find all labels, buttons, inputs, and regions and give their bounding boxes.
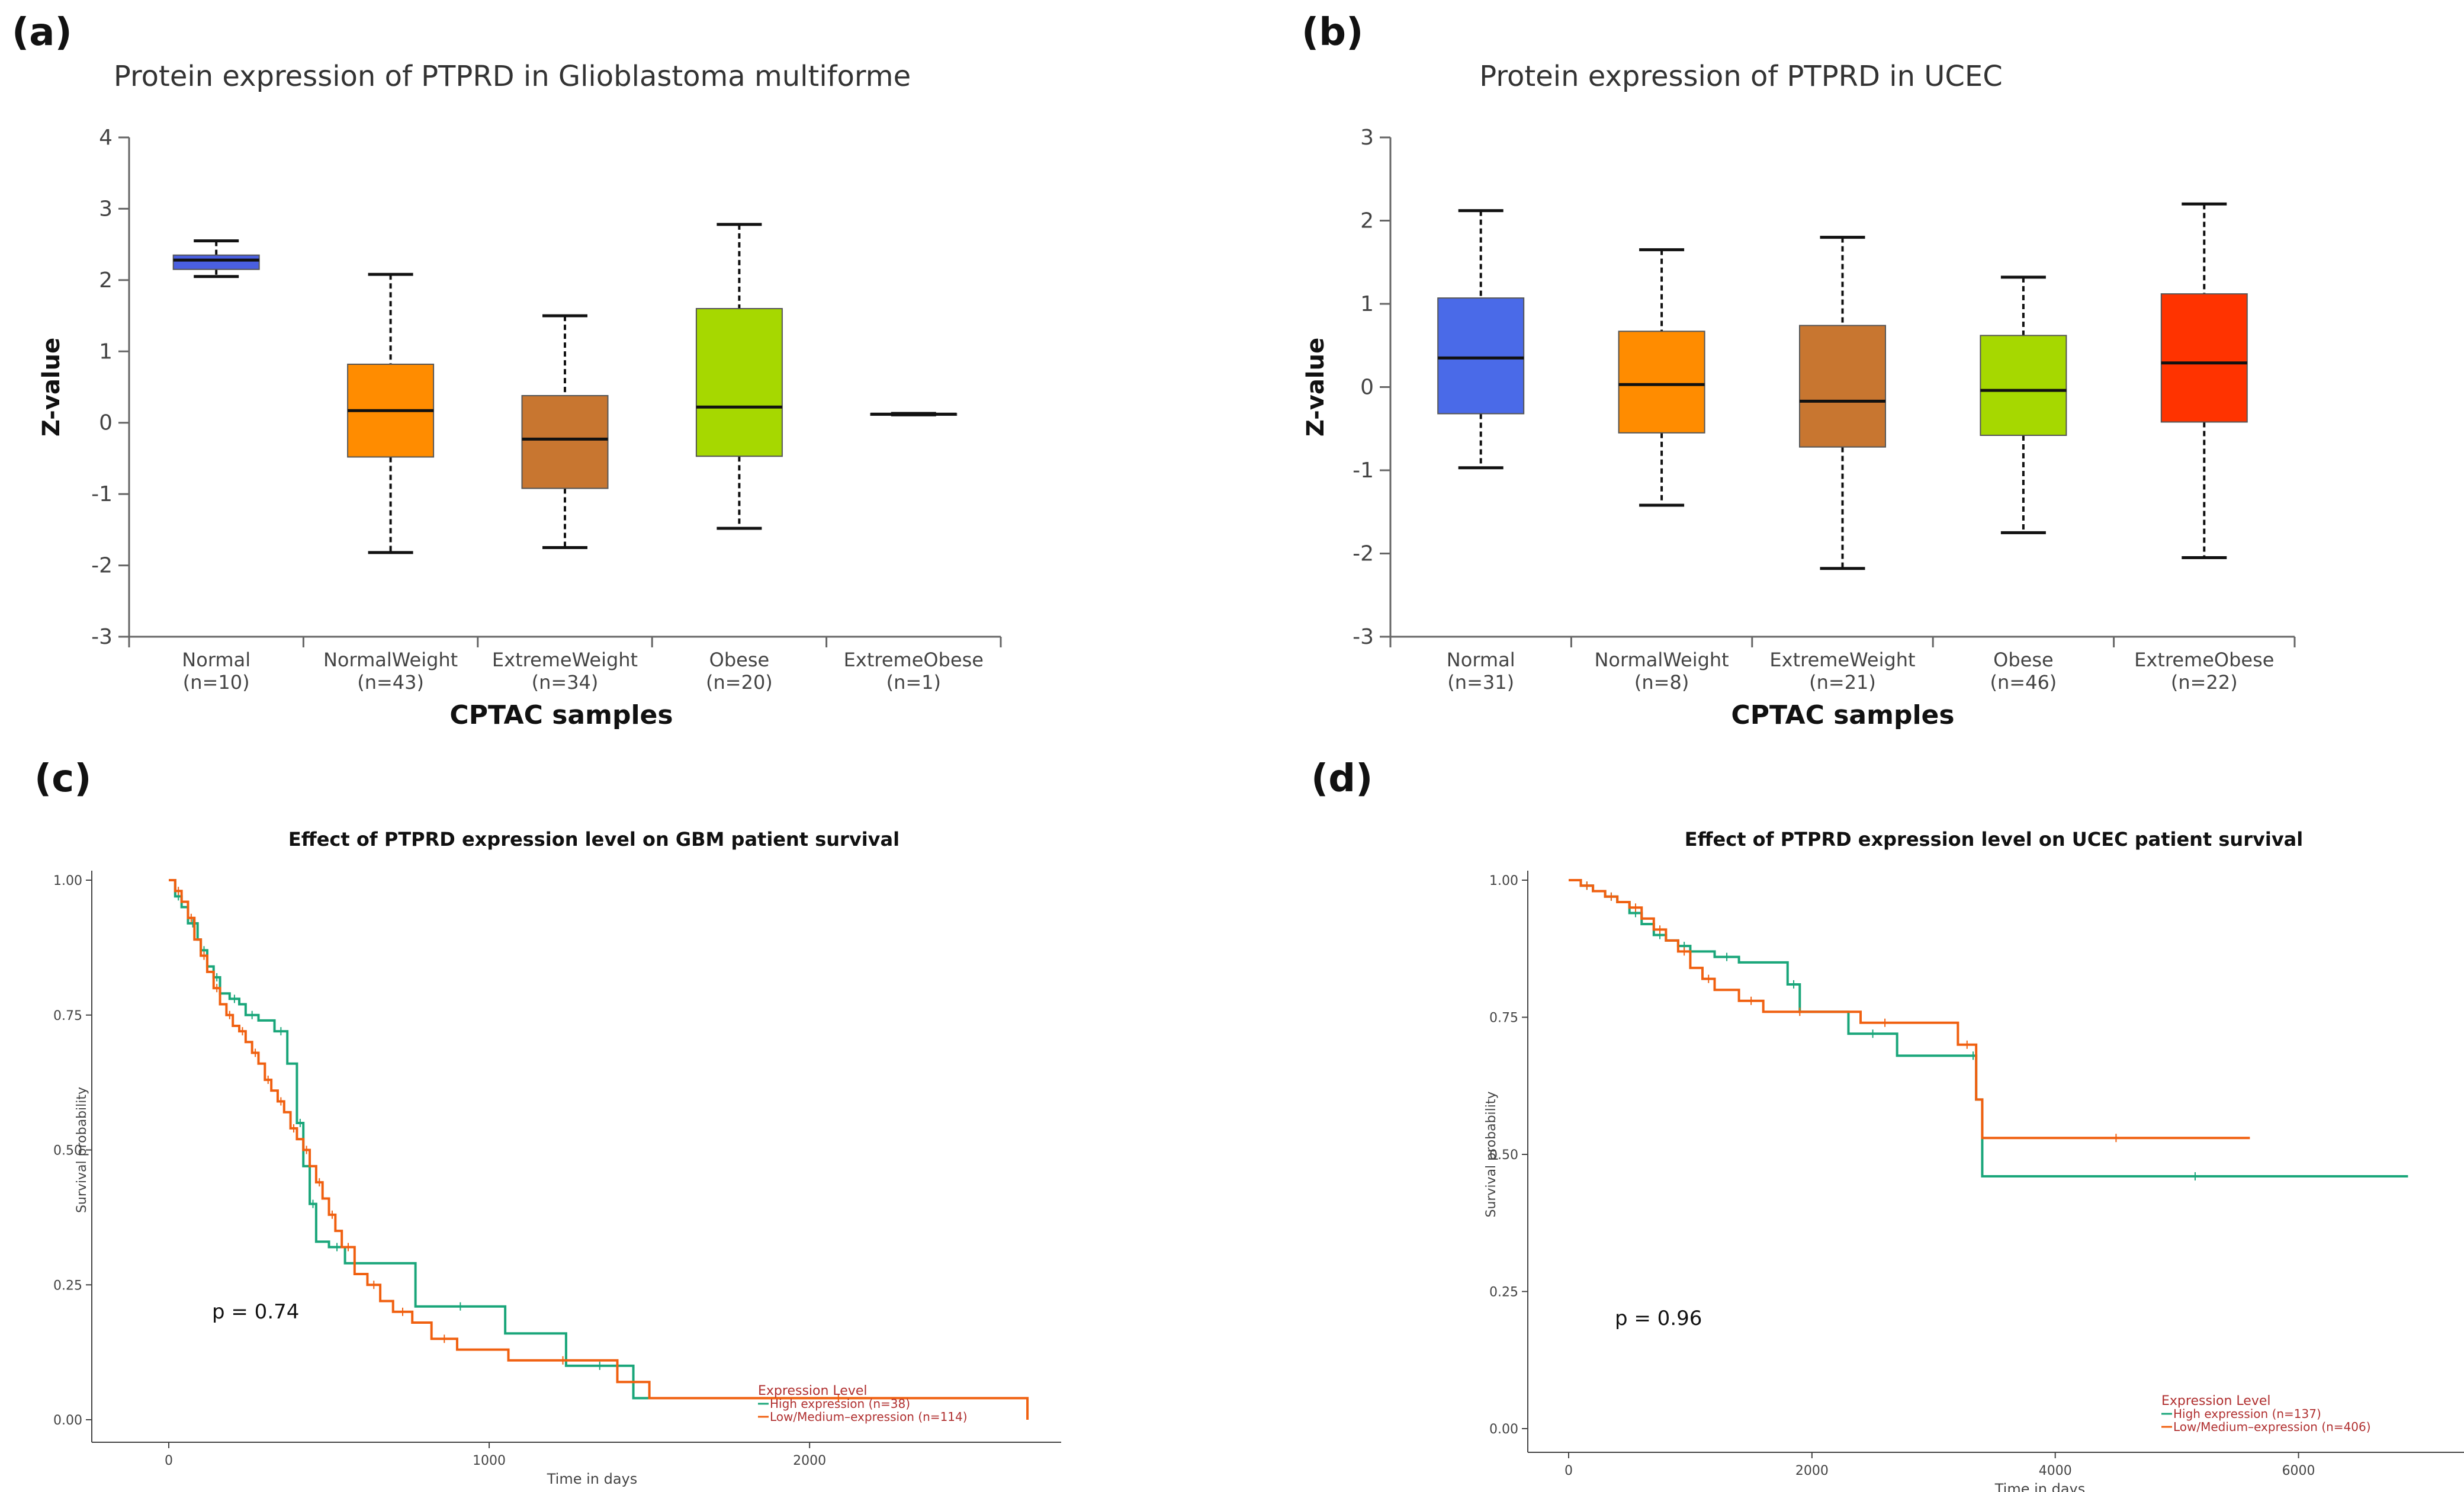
y-tick-label: -2 xyxy=(1353,542,1374,566)
legend-item: Low/Medium–expression (n=406) xyxy=(2173,1420,2371,1434)
x-count-label: (n=46) xyxy=(1990,671,2057,694)
p-value: p = 0.96 xyxy=(1615,1307,1702,1330)
y-tick-label: 0.25 xyxy=(53,1278,82,1293)
x-count-label: (n=31) xyxy=(1447,671,1514,694)
legend-item: High expression (n=137) xyxy=(2173,1407,2321,1421)
panel-c: (c) Effect of PTPRD expression level on … xyxy=(0,746,1232,1492)
panel-a: (a) Protein expression of PTPRD in Gliob… xyxy=(0,0,1232,746)
box-normal xyxy=(172,254,260,270)
y-tick-label: -1 xyxy=(91,482,113,506)
x-axis-label: Time in days xyxy=(1994,1481,2086,1492)
y-tick-label: 0.00 xyxy=(1489,1422,1518,1437)
x-count-label: (n=20) xyxy=(706,671,773,694)
box-normal xyxy=(1437,297,1525,415)
box-normalweight xyxy=(1618,331,1705,434)
y-tick-label: 1 xyxy=(99,339,113,364)
x-axis-label: Time in days xyxy=(547,1471,638,1487)
x-category-label: ExtremeWeight xyxy=(492,649,638,671)
km-gbm: Effect of PTPRD expression level on GBM … xyxy=(53,828,1061,1487)
box-extremeweight xyxy=(521,394,609,489)
x-tick-label: 2000 xyxy=(793,1454,826,1468)
panel-label-c: (c) xyxy=(34,757,92,801)
x-category-label: Obese xyxy=(1993,649,2054,671)
box-obese xyxy=(695,308,783,457)
x-tick-label: 0 xyxy=(1565,1464,1573,1478)
chart-title: Effect of PTPRD expression level on GBM … xyxy=(288,828,899,851)
survival-curve-low xyxy=(169,879,1029,1420)
p-value: p = 0.74 xyxy=(212,1300,299,1324)
boxplot-ucec: Protein expression of PTPRD in UCEC 3 2 1 0 -… xyxy=(1302,60,2296,730)
y-tick-label: 0.75 xyxy=(53,1009,82,1023)
x-count-label: (n=22) xyxy=(2171,671,2238,694)
x-tick-label: 2000 xyxy=(1795,1464,1829,1478)
y-tick-label: 1.00 xyxy=(53,874,82,888)
y-tick-label: 3 xyxy=(99,197,113,221)
panel-label-d: (d) xyxy=(1311,757,1373,801)
y-tick-label: 0 xyxy=(99,411,113,435)
y-tick-label: 0.50 xyxy=(1489,1148,1518,1163)
x-count-label: (n=8) xyxy=(1634,671,1689,694)
y-tick-label: 0.00 xyxy=(53,1413,82,1428)
y-tick-label: -3 xyxy=(1353,625,1374,649)
legend-item: Low/Medium–expression (n=114) xyxy=(770,1410,968,1424)
survival-curve-low xyxy=(1569,879,2250,1140)
x-category-label: NormalWeight xyxy=(323,649,458,671)
x-category-label: ExtremeWeight xyxy=(1769,649,1915,671)
legend-item: High expression (n=38) xyxy=(770,1397,910,1411)
chart-title: Protein expression of PTPRD in UCEC xyxy=(1479,60,2003,93)
x-count-label: (n=10) xyxy=(183,671,250,694)
panel-label-a: (a) xyxy=(12,11,72,54)
panel-b: (b) Protein expression of PTPRD in UCEC 3… xyxy=(1232,0,2464,746)
y-tick-label: 2 xyxy=(99,268,113,293)
x-category-label: NormalWeight xyxy=(1594,649,1729,671)
box-extremeweight xyxy=(1799,325,1886,448)
y-tick-label: 4 xyxy=(99,126,113,150)
x-category-label: ExtremeObese xyxy=(844,649,984,671)
legend-title: Expression Level xyxy=(758,1384,868,1398)
x-tick-label: 0 xyxy=(165,1454,173,1468)
y-tick-label: 0 xyxy=(1360,376,1374,400)
x-category-label: ExtremeObese xyxy=(2134,649,2274,671)
x-axis-label: CPTAC samples xyxy=(1731,700,1954,730)
x-category-label: Normal xyxy=(1447,649,1515,671)
box-obese xyxy=(1980,335,2067,436)
y-tick-label: 0.50 xyxy=(53,1144,82,1159)
y-axis-label: Survival probability xyxy=(75,1087,89,1213)
box-extremeobese xyxy=(2160,293,2248,423)
x-tick-label: 4000 xyxy=(2039,1464,2072,1478)
y-tick-label: 3 xyxy=(1360,126,1374,150)
chart-title: Protein expression of PTPRD in Glioblast… xyxy=(114,60,911,93)
x-tick-label: 6000 xyxy=(2282,1464,2315,1478)
y-tick-label: 2 xyxy=(1360,209,1374,233)
y-tick-label: -3 xyxy=(91,625,113,649)
y-tick-label: 1 xyxy=(1360,292,1374,316)
y-axis-label: Z-value xyxy=(1302,338,1329,437)
x-count-label: (n=1) xyxy=(886,671,941,694)
x-count-label: (n=34) xyxy=(532,671,599,694)
y-tick-label: 0.75 xyxy=(1489,1011,1518,1026)
y-tick-label: 0.25 xyxy=(1489,1285,1518,1300)
panel-label-b: (b) xyxy=(1302,11,1364,54)
y-tick-label: 1.00 xyxy=(1489,874,1518,888)
x-category-label: Obese xyxy=(709,649,770,671)
y-axis-label: Survival probability xyxy=(1484,1091,1499,1217)
y-tick-label: -1 xyxy=(1353,458,1374,483)
x-count-label: (n=43) xyxy=(357,671,424,694)
y-axis-label: Z-value xyxy=(38,338,65,437)
x-tick-label: 1000 xyxy=(473,1454,506,1468)
km-ucec: Effect of PTPRD expression level on UCEC… xyxy=(1484,828,2464,1492)
panel-d: (d) Effect of PTPRD expression level on … xyxy=(1232,746,2464,1492)
y-tick-label: -2 xyxy=(91,554,113,578)
x-count-label: (n=21) xyxy=(1809,671,1876,694)
chart-title: Effect of PTPRD expression level on UCEC… xyxy=(1685,828,2303,851)
boxplot-gbm: Protein expression of PTPRD in Glioblast… xyxy=(38,60,1002,730)
survival-curve-high xyxy=(1569,879,2408,1178)
x-axis-label: CPTAC samples xyxy=(449,700,673,730)
legend-title: Expression Level xyxy=(2161,1394,2271,1408)
x-category-label: Normal xyxy=(182,649,250,671)
